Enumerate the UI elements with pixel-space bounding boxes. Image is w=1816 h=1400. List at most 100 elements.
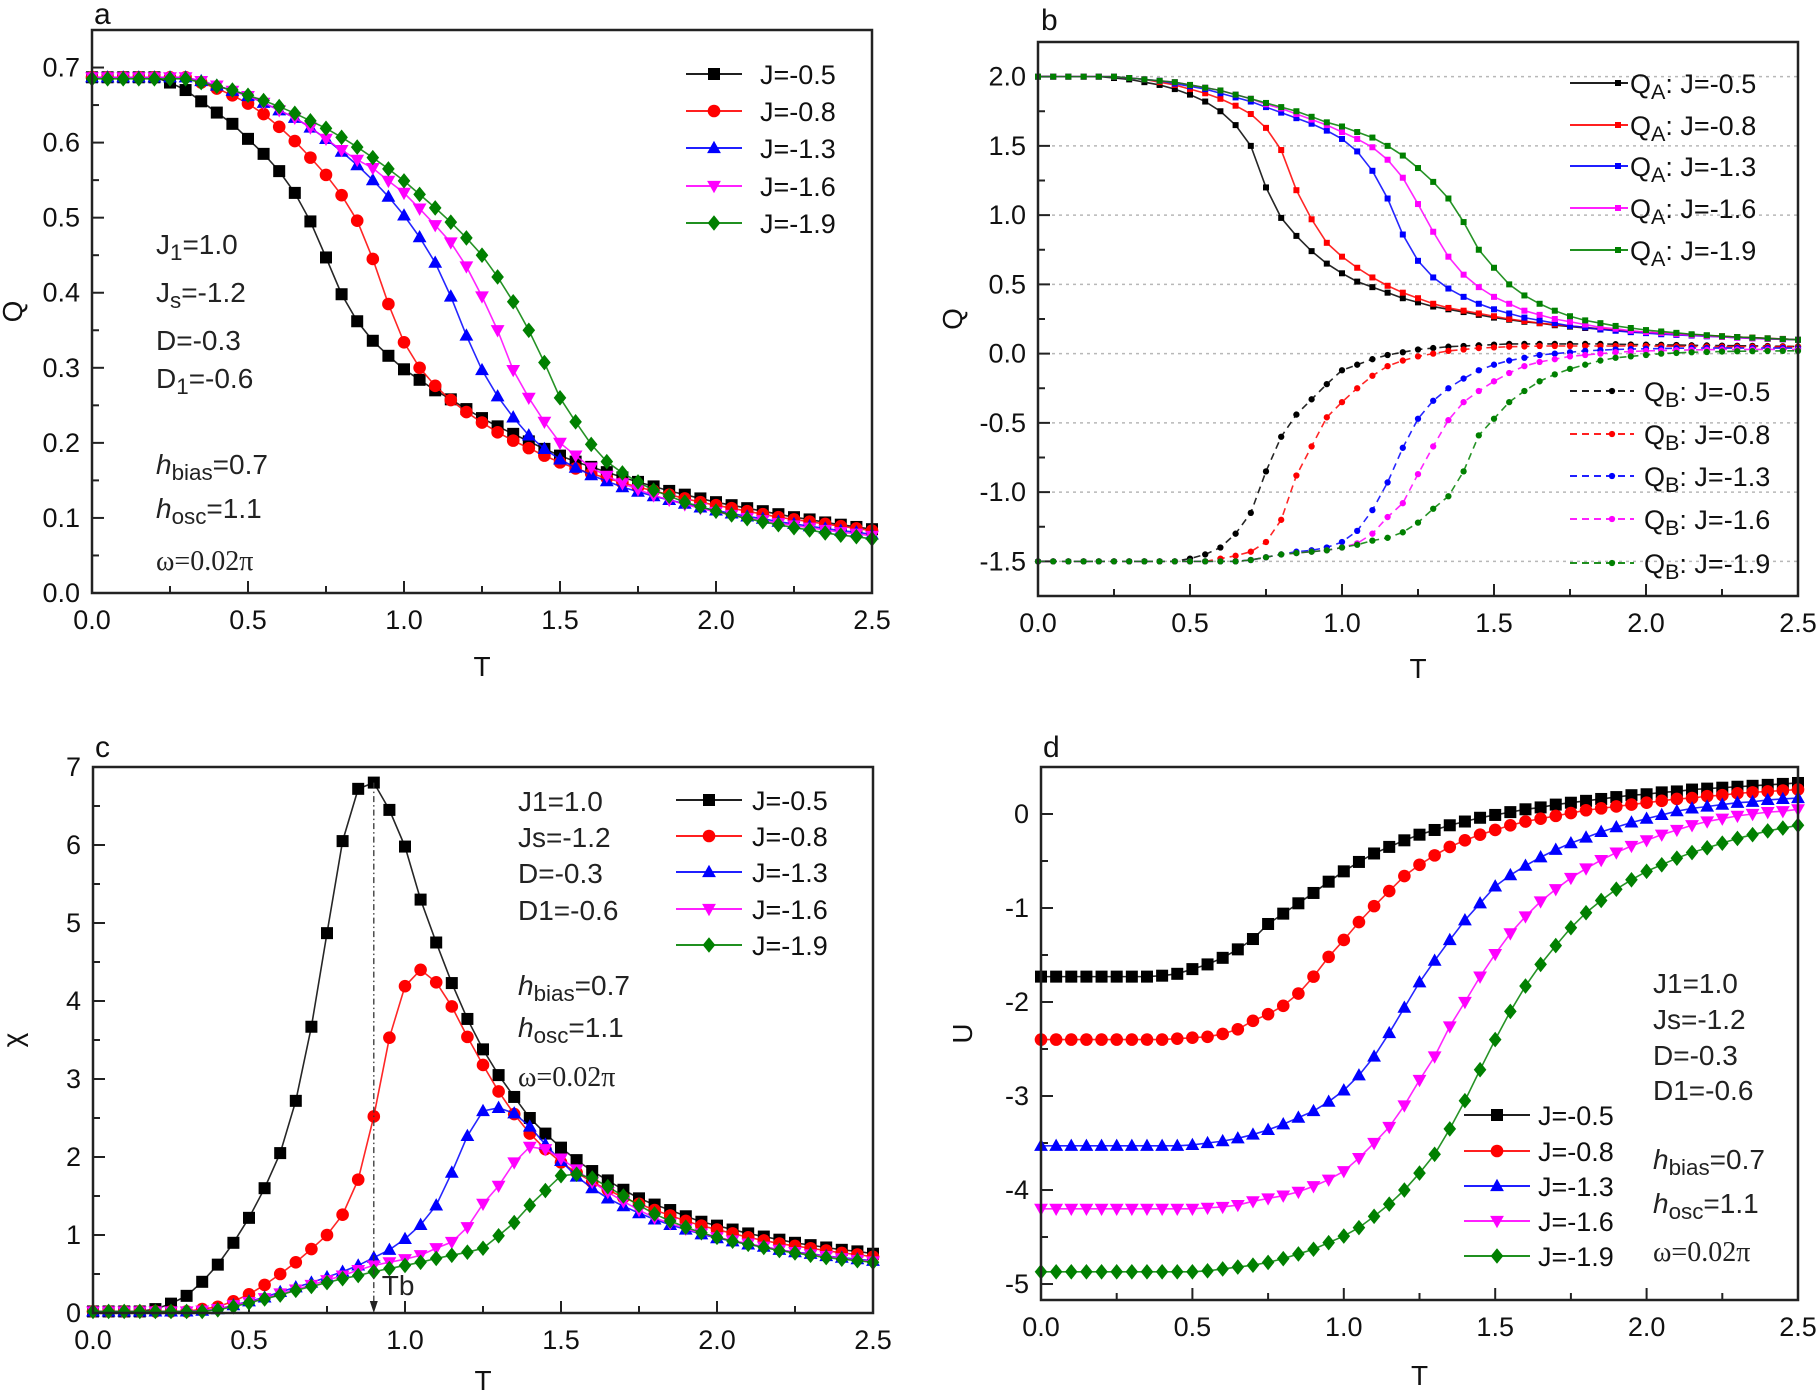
small-square-marker bbox=[1567, 313, 1573, 320]
diamond-marker bbox=[1610, 881, 1623, 898]
diamond-marker bbox=[461, 1244, 474, 1260]
diamond-marker bbox=[1731, 830, 1744, 847]
square-marker bbox=[1413, 828, 1426, 841]
diamond-marker bbox=[1201, 1263, 1214, 1279]
small-square-marker bbox=[1111, 73, 1117, 80]
triangle-down-marker bbox=[1490, 1215, 1504, 1229]
square-marker bbox=[366, 334, 379, 347]
triangle-up-marker bbox=[429, 1198, 444, 1211]
triangle-down-marker bbox=[521, 392, 536, 406]
x-tick-label: 2.5 bbox=[1779, 1312, 1816, 1342]
triangle-down-marker bbox=[303, 122, 318, 135]
text-segment: Js=-1.2 bbox=[518, 822, 611, 853]
diamond-marker bbox=[1700, 840, 1714, 856]
square-marker bbox=[1080, 970, 1093, 983]
circle-marker bbox=[1564, 806, 1578, 820]
small-circle-marker bbox=[1171, 558, 1178, 565]
text-segment: J=-0.5 bbox=[1538, 1101, 1614, 1131]
triangle-up-marker bbox=[1185, 1137, 1200, 1150]
triangle-down-marker bbox=[412, 203, 427, 216]
diamond-marker bbox=[1640, 863, 1653, 880]
small-square-marker bbox=[1171, 79, 1178, 86]
small-square-marker bbox=[1597, 324, 1604, 331]
triangle-up-marker bbox=[506, 410, 521, 423]
square-marker bbox=[243, 1211, 255, 1224]
small-square-marker bbox=[1247, 95, 1254, 102]
small-square-marker bbox=[1658, 328, 1665, 335]
triangle-up-marker bbox=[412, 229, 427, 243]
text-segment: Q bbox=[1644, 377, 1665, 407]
small-square-marker bbox=[1615, 122, 1621, 128]
diamond-marker bbox=[414, 1254, 427, 1271]
small-circle-marker bbox=[1608, 387, 1616, 395]
text-segment: h bbox=[518, 1012, 534, 1043]
triangle-up-marker bbox=[1700, 799, 1715, 812]
triangle-down-marker bbox=[1215, 1201, 1230, 1215]
small-circle-marker bbox=[1608, 430, 1616, 438]
legend: J=-0.5 J=-0.8 J=-1.3 J=-1.6 J=-1.9 bbox=[1464, 1101, 1614, 1272]
triangle-down-marker bbox=[1397, 1100, 1412, 1113]
small-circle-marker bbox=[1202, 558, 1209, 565]
triangle-up-marker bbox=[1669, 803, 1684, 817]
triangle-up-marker bbox=[1367, 1049, 1381, 1062]
small-square-marker bbox=[1779, 336, 1786, 343]
diamond-marker bbox=[1579, 904, 1593, 921]
triangle-up-marker bbox=[398, 1231, 412, 1244]
text-segment: J=-1.9 bbox=[760, 209, 836, 239]
small-circle-marker bbox=[1399, 529, 1406, 536]
square-marker bbox=[1262, 917, 1275, 930]
text-segment: =-1.2 bbox=[181, 277, 246, 308]
square-marker bbox=[1140, 970, 1153, 983]
small-circle-marker bbox=[1490, 361, 1498, 368]
circle-marker bbox=[1428, 849, 1441, 862]
triangle-up-marker bbox=[1109, 1138, 1124, 1151]
diamond-marker bbox=[1534, 956, 1547, 973]
small-circle-marker bbox=[1627, 348, 1634, 355]
triangle-up-marker bbox=[1352, 1068, 1366, 1081]
small-circle-marker bbox=[1080, 558, 1087, 565]
text-segment: ω=0.02π bbox=[518, 1062, 615, 1093]
triangle-down-marker bbox=[538, 1144, 553, 1157]
panel-c: c0.0 0.5 1.0 1.5 2.0 2.501234567TχTbJ=-0.5J=-… bbox=[0, 731, 892, 1396]
y-tick-label: 5 bbox=[66, 908, 81, 938]
small-circle-marker bbox=[1430, 505, 1437, 512]
square-marker bbox=[1428, 823, 1441, 836]
square-marker bbox=[288, 186, 301, 199]
square-marker bbox=[1504, 806, 1517, 819]
parameter-label: hbias=0.7 bbox=[518, 970, 630, 1006]
square-marker bbox=[196, 1275, 209, 1288]
y-tick-label: 0 bbox=[1014, 799, 1029, 829]
legend-label: QA: J=-0.8 bbox=[1630, 111, 1756, 146]
x-axis-title: T bbox=[1409, 653, 1426, 684]
diamond-marker bbox=[1216, 1261, 1229, 1277]
small-circle-marker bbox=[1475, 387, 1482, 395]
panel-a: a 0.0 0.5 1.0 1.5 2.0 2.5 0.0 0.1 0.2 0.3 0.4 0.5 0.6… bbox=[0, 0, 891, 682]
circle-marker bbox=[1276, 999, 1290, 1013]
diamond-marker bbox=[1685, 844, 1699, 861]
circle-marker bbox=[1746, 786, 1759, 799]
y-tick-label: 6 bbox=[66, 830, 81, 860]
x-tick-label: 0.0 bbox=[1019, 608, 1057, 638]
triangle-down-marker bbox=[554, 1153, 568, 1166]
diamond-marker bbox=[288, 105, 302, 122]
arrow-down-icon bbox=[369, 1301, 378, 1313]
small-circle-marker bbox=[1338, 538, 1346, 546]
triangle-up-marker bbox=[381, 189, 396, 202]
small-square-marker bbox=[1278, 147, 1285, 154]
x-tick-label: 0.5 bbox=[229, 605, 267, 635]
small-square-marker bbox=[1323, 127, 1330, 134]
small-square-marker bbox=[1445, 195, 1452, 202]
x-tick-label: 1.5 bbox=[542, 1325, 580, 1355]
triangle-down-marker bbox=[443, 237, 458, 250]
small-circle-marker bbox=[1247, 509, 1254, 517]
text-segment: =0.7 bbox=[213, 449, 268, 480]
circle-marker bbox=[1473, 828, 1487, 841]
square-marker bbox=[492, 1069, 505, 1082]
triangle-down-marker bbox=[1700, 816, 1715, 829]
small-square-marker bbox=[1217, 108, 1224, 115]
small-square-marker bbox=[1263, 184, 1269, 191]
circle-marker bbox=[1155, 1033, 1169, 1046]
small-circle-marker bbox=[1414, 519, 1422, 526]
triangle-up-marker bbox=[553, 452, 567, 465]
circle-marker bbox=[1640, 796, 1653, 810]
